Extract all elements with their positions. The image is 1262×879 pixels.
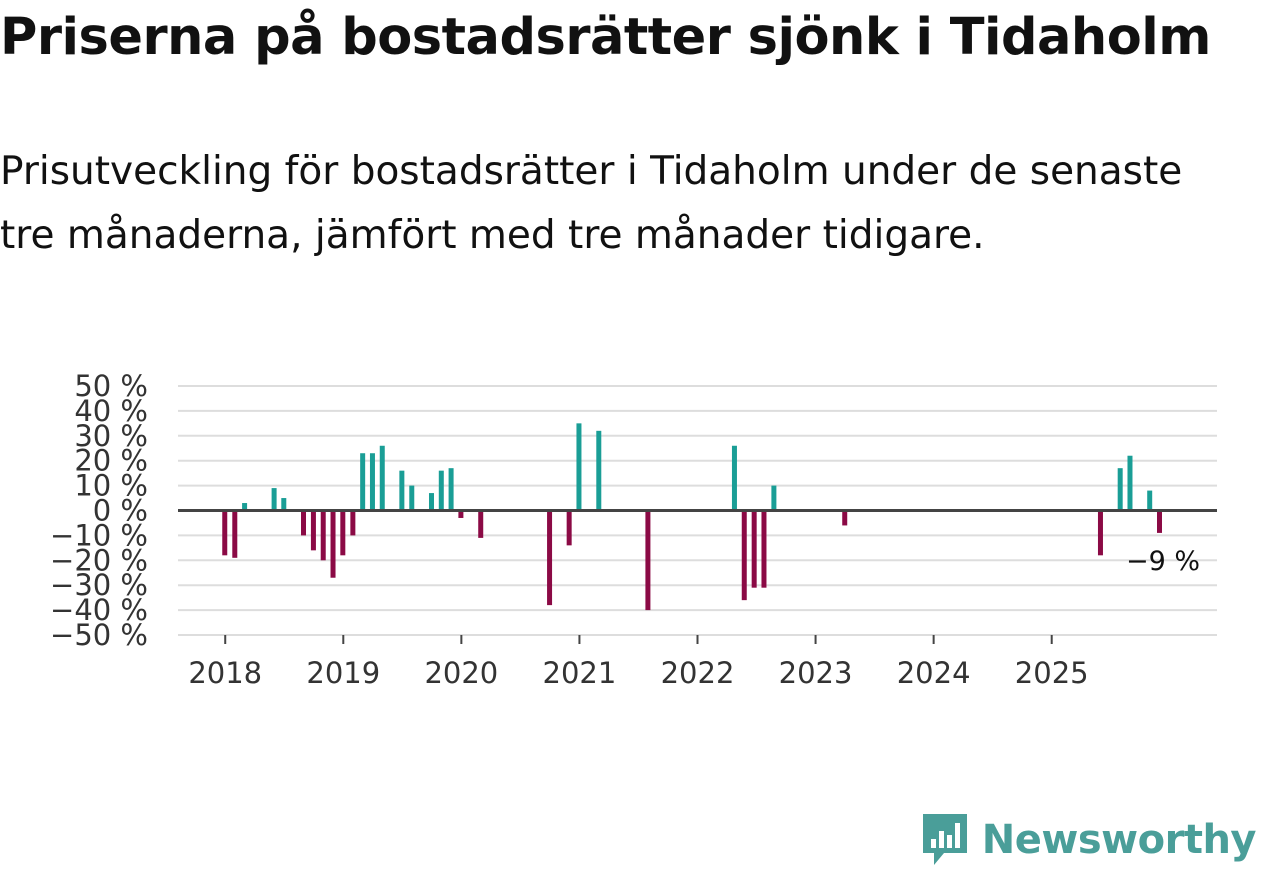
bar [1127, 455, 1133, 511]
y-tick-label: 10 % [74, 469, 148, 503]
y-tick-label: −10 % [50, 518, 148, 552]
y-tick-label: −30 % [50, 568, 148, 602]
bar [751, 510, 757, 588]
bar [1157, 510, 1163, 533]
y-tick-label: 50 % [74, 369, 148, 403]
y-tick-label: 40 % [74, 394, 148, 428]
bar [547, 510, 553, 606]
x-tick-label: 2022 [661, 656, 735, 690]
y-tick-label: −40 % [50, 593, 148, 627]
x-tick-label: 2021 [543, 656, 617, 690]
bar [379, 445, 385, 511]
bar [1117, 468, 1123, 511]
bar [320, 510, 326, 561]
bar [478, 510, 484, 538]
bar [428, 493, 434, 511]
grid-lines [178, 385, 1217, 636]
bar [409, 485, 415, 511]
bar [438, 470, 444, 511]
x-tick-label: 2018 [188, 656, 262, 690]
chart-subtitle: Prisutveckling för bostadsrätter i Tidah… [0, 149, 1183, 258]
annotations: −9 % [1126, 546, 1200, 577]
y-tick-label: −50 % [50, 618, 148, 652]
bar [242, 503, 248, 511]
newsworthy-logo-icon [922, 814, 967, 865]
bar [596, 430, 602, 511]
x-tick-label: 2024 [897, 656, 971, 690]
bar [771, 485, 777, 511]
bar [731, 445, 737, 511]
brand-name: Newsworthy [981, 817, 1257, 863]
brand-logo: Newsworthy [920, 811, 1257, 869]
x-axis: 2018 2019 2020 2021 2022 2023 2024 2025 [188, 635, 1089, 690]
bar [761, 510, 767, 588]
bar [458, 510, 464, 518]
bar [399, 470, 405, 511]
x-tick-label: 2020 [424, 656, 498, 690]
bar [222, 510, 228, 556]
last-value-label: −9 % [1126, 546, 1200, 577]
bar [741, 510, 747, 601]
y-tick-label: 20 % [74, 444, 148, 478]
bar [842, 510, 848, 526]
y-tick-label: −20 % [50, 543, 148, 577]
x-tick-label: 2025 [1015, 656, 1089, 690]
x-tick-label: 2023 [779, 656, 853, 690]
bar [281, 498, 287, 511]
bar [350, 510, 356, 536]
bar [301, 510, 307, 536]
bar [1097, 510, 1103, 556]
bar [566, 510, 572, 546]
y-tick-label: 30 % [74, 419, 148, 453]
bar [232, 510, 238, 558]
chart-title: Priserna på bostadsrätter sjönk i Tidaho… [0, 8, 1211, 67]
bar [576, 423, 582, 511]
bar [360, 453, 366, 511]
bar-chart: 50 %40 %30 %20 %10 %0 %−10 %−20 %−30 %−4… [50, 369, 1217, 690]
bar [369, 453, 375, 511]
bar [271, 488, 277, 511]
bar [340, 510, 346, 556]
bars [222, 423, 1163, 611]
y-tick-label: 0 % [93, 494, 148, 528]
bar [310, 510, 316, 551]
bar [645, 510, 651, 611]
bar [1147, 490, 1153, 511]
y-axis-labels: 50 %40 %30 %20 %10 %0 %−10 %−20 %−30 %−4… [50, 369, 148, 652]
x-tick-label: 2019 [306, 656, 380, 690]
bar [448, 468, 454, 511]
bar [330, 510, 336, 578]
